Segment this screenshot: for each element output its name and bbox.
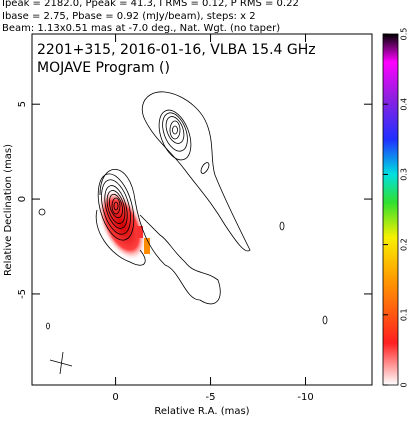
colorbar-tick-label: 0.5 xyxy=(400,28,409,41)
beam-cross xyxy=(49,351,73,375)
x-tick-label: 0 xyxy=(112,392,118,403)
y-tick-label: 5 xyxy=(17,101,28,107)
header-line: Ibase = 2.75, Pbase = 0.92 (mJy/beam), s… xyxy=(2,11,256,22)
y-tick-label: -5 xyxy=(17,289,28,299)
y-tick-label: 0 xyxy=(17,196,28,202)
colorbar-tick-label: 0.2 xyxy=(400,238,409,251)
header-line: Beam: 1.13x0.51 mas at -7.0 deg., Nat. W… xyxy=(2,23,280,34)
colorbar-tick-label: 0.3 xyxy=(400,168,409,181)
x-tick-label: -10 xyxy=(297,392,313,403)
colorbar-tick-label: 0.1 xyxy=(400,308,409,321)
colorbar-tick-label: 0.4 xyxy=(400,98,409,111)
plot-title: 2201+315, 2016-01-16, VLBA 15.4 GHz xyxy=(37,42,316,58)
plot-image xyxy=(38,91,328,375)
x-tick-label: -5 xyxy=(206,392,216,403)
plot-frame xyxy=(31,33,373,386)
x-axis-label: Relative R.A. (mas) xyxy=(154,406,249,417)
header-line: Ipeak = 2182.0, Ppeak = 41.3, I RMS = 0.… xyxy=(2,0,299,9)
y-axis-label: Relative Declination (mas) xyxy=(3,144,14,276)
colorbar-tick-label: 0 xyxy=(400,382,409,387)
plot-subtitle: MOJAVE Program () xyxy=(37,60,170,76)
colorbar xyxy=(382,33,399,386)
